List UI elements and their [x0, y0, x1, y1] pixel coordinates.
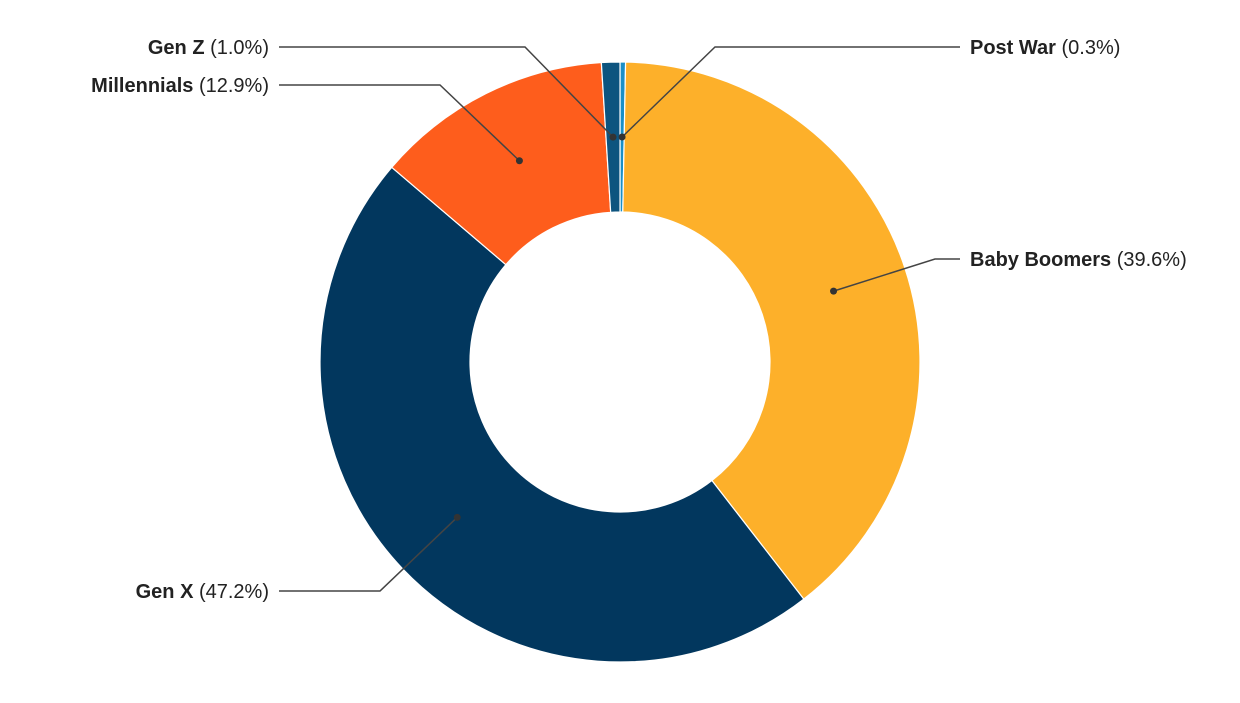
slice-label-name: Baby Boomers: [970, 249, 1111, 271]
anchor-dot-millennials: [515, 157, 523, 165]
slice-label-value: (47.2%): [193, 581, 269, 603]
slice-label-value: (39.6%): [1111, 249, 1187, 271]
slice-label-name: Post War: [970, 37, 1056, 59]
slice-gen-x: [319, 166, 805, 663]
leader-line-post-war: [621, 46, 960, 138]
slice-label-millennials: Millennials (12.9%): [91, 75, 269, 97]
anchor-dot-baby-boomers: [830, 287, 838, 295]
slice-label-baby-boomers: Baby Boomers (39.6%): [970, 249, 1187, 271]
anchor-dot-gen-z: [609, 133, 617, 141]
anchor-dot-post-war: [618, 133, 626, 141]
leader-line-millennials: [279, 84, 520, 162]
slice-label-name: Gen X: [136, 581, 194, 603]
leader-line-gen-x: [279, 516, 458, 592]
leader-line-baby-boomers: [833, 258, 960, 292]
slice-label-value: (0.3%): [1056, 37, 1120, 59]
slice-label-gen-z: Gen Z (1.0%): [148, 37, 269, 59]
slice-label-gen-x: Gen X (47.2%): [136, 581, 269, 603]
slice-label-name: Millennials: [91, 75, 193, 97]
slice-millennials: [390, 61, 612, 266]
leader-lines: [279, 46, 960, 592]
slice-label-value: (1.0%): [205, 37, 269, 59]
leader-line-gen-z: [279, 46, 614, 138]
slice-label-post-war: Post War (0.3%): [970, 37, 1120, 59]
anchor-dot-gen-x: [453, 513, 461, 521]
slice-labels: Post War (0.3%) Baby Boomers (39.6%) Gen X…: [91, 37, 1187, 603]
slice-label-name: Gen Z: [148, 37, 205, 59]
slice-label-value: (12.9%): [193, 75, 269, 97]
donut-slices: [319, 61, 921, 663]
slice-baby-boomers: [622, 61, 921, 600]
